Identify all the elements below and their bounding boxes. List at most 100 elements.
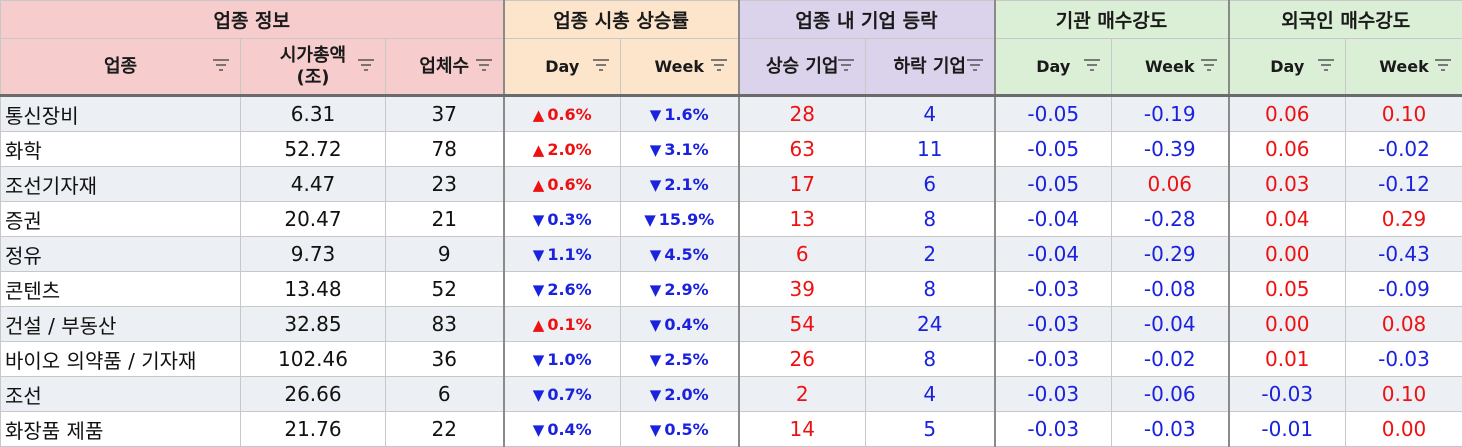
sector-name[interactable]: 바이오 의약품 / 기자재 [1, 342, 241, 377]
market-cap: 6.31 [241, 96, 386, 132]
col-header-companies[interactable]: 업체수 [386, 39, 504, 96]
group-company-movement: 업종 내 기업 등락 [739, 1, 995, 39]
cap-change-day-value: 1.1% [547, 245, 591, 264]
filter-icon[interactable] [357, 58, 375, 72]
inst-strength-week: -0.28 [1112, 202, 1229, 237]
foreign-strength-week: -0.03 [1346, 342, 1462, 377]
foreign-strength-week: 0.10 [1346, 96, 1462, 132]
cap-change-day-value: 0.6% [547, 105, 591, 124]
col-label-market-cap-line1: 시가총액 [280, 45, 346, 66]
rising-count: 6 [739, 237, 866, 272]
group-institution-strength: 기관 매수강도 [995, 1, 1229, 39]
falling-count: 5 [866, 412, 995, 447]
cap-change-week-value: 2.5% [664, 350, 708, 369]
market-cap: 9.73 [241, 237, 386, 272]
filter-icon[interactable] [1083, 58, 1101, 72]
filter-icon[interactable] [592, 58, 610, 72]
up-arrow-icon: ▲ [533, 316, 545, 334]
filter-icon[interactable] [837, 58, 855, 72]
group-market-cap-change: 업종 시총 상승률 [504, 1, 739, 39]
inst-strength-day: -0.04 [995, 237, 1112, 272]
rising-count: 2 [739, 377, 866, 412]
market-cap: 4.47 [241, 167, 386, 202]
foreign-strength-week: -0.43 [1346, 237, 1462, 272]
falling-count: 11 [866, 132, 995, 167]
sector-name[interactable]: 건설 / 부동산 [1, 307, 241, 342]
cap-change-day-value: 0.7% [547, 385, 591, 404]
filter-icon[interactable] [1434, 58, 1452, 72]
col-label-market-cap-line2: (조) [296, 67, 329, 88]
cap-change-week: ▼2.5% [621, 342, 739, 377]
rising-count: 13 [739, 202, 866, 237]
foreign-strength-day: -0.03 [1229, 377, 1346, 412]
cap-change-day: ▼1.0% [504, 342, 621, 377]
inst-strength-week: 0.06 [1112, 167, 1229, 202]
col-header-inst-week[interactable]: Week [1112, 39, 1229, 96]
cap-change-week: ▼4.5% [621, 237, 739, 272]
filter-icon[interactable] [475, 58, 493, 72]
company-count: 37 [386, 96, 504, 132]
col-header-rising[interactable]: 상승 기업 [739, 39, 866, 96]
cap-change-week-value: 3.1% [664, 140, 708, 159]
company-count: 83 [386, 307, 504, 342]
down-arrow-icon: ▼ [650, 176, 662, 194]
filter-icon[interactable] [1200, 58, 1218, 72]
sector-name[interactable]: 정유 [1, 237, 241, 272]
col-header-sector[interactable]: 업종 [1, 39, 241, 96]
filter-icon[interactable] [710, 58, 728, 72]
foreign-strength-day: 0.05 [1229, 272, 1346, 307]
col-header-foreign-week[interactable]: Week [1346, 39, 1462, 96]
rising-count: 14 [739, 412, 866, 447]
market-cap: 21.76 [241, 412, 386, 447]
foreign-strength-day: 0.04 [1229, 202, 1346, 237]
inst-strength-day: -0.05 [995, 132, 1112, 167]
cap-change-day: ▲2.0% [504, 132, 621, 167]
down-arrow-icon: ▼ [533, 421, 545, 439]
rising-count: 54 [739, 307, 866, 342]
col-label-market-cap: 시가총액(조) [280, 45, 346, 89]
falling-count: 8 [866, 202, 995, 237]
col-header-market-cap[interactable]: 시가총액(조) [241, 39, 386, 96]
cap-change-day: ▲0.1% [504, 307, 621, 342]
filter-icon[interactable] [966, 58, 984, 72]
sector-name[interactable]: 화학 [1, 132, 241, 167]
filter-icon[interactable] [212, 58, 230, 72]
falling-count: 4 [866, 377, 995, 412]
col-header-inst-day[interactable]: Day [995, 39, 1112, 96]
cap-change-day: ▲0.6% [504, 96, 621, 132]
rising-count: 26 [739, 342, 866, 377]
sector-name[interactable]: 증권 [1, 202, 241, 237]
foreign-strength-day: 0.00 [1229, 307, 1346, 342]
down-arrow-icon: ▼ [644, 211, 656, 229]
cap-change-week: ▼3.1% [621, 132, 739, 167]
col-label-falling: 하락 기업 [893, 56, 966, 78]
sector-name[interactable]: 통신장비 [1, 96, 241, 132]
foreign-strength-day: 0.00 [1229, 237, 1346, 272]
col-header-foreign-day[interactable]: Day [1229, 39, 1346, 96]
col-label-inst-day: Day [1036, 56, 1070, 78]
cap-change-week-value: 0.4% [664, 315, 708, 334]
cap-change-day-value: 1.0% [547, 350, 591, 369]
inst-strength-week: -0.39 [1112, 132, 1229, 167]
cap-change-week: ▼1.6% [621, 96, 739, 132]
sector-name[interactable]: 화장품 제품 [1, 412, 241, 447]
sector-name[interactable]: 조선 [1, 377, 241, 412]
cap-change-day-value: 0.4% [547, 420, 591, 439]
sector-name[interactable]: 콘텐츠 [1, 272, 241, 307]
filter-icon[interactable] [1317, 58, 1335, 72]
cap-change-week: ▼2.0% [621, 377, 739, 412]
cap-change-week: ▼0.4% [621, 307, 739, 342]
col-header-cap-week[interactable]: Week [621, 39, 739, 96]
col-header-falling[interactable]: 하락 기업 [866, 39, 995, 96]
company-count: 9 [386, 237, 504, 272]
down-arrow-icon: ▼ [650, 421, 662, 439]
cap-change-week: ▼0.5% [621, 412, 739, 447]
market-cap: 26.66 [241, 377, 386, 412]
col-header-cap-day[interactable]: Day [504, 39, 621, 96]
sector-name[interactable]: 조선기자재 [1, 167, 241, 202]
